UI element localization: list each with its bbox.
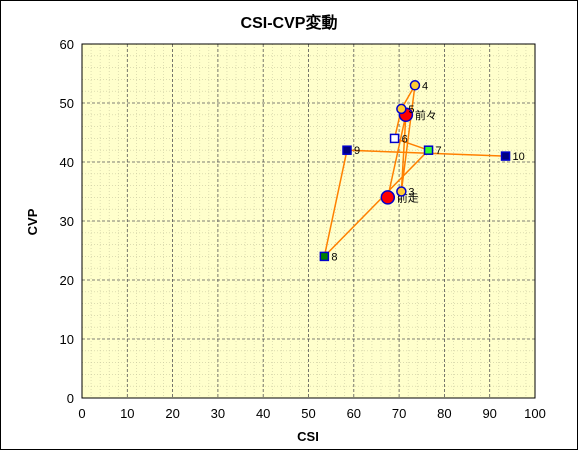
series-line — [323, 84, 506, 259]
point-marker — [396, 186, 407, 197]
point-label: 3 — [408, 187, 414, 199]
y-tick-label: 50 — [60, 96, 74, 111]
y-tick-label: 60 — [60, 37, 74, 52]
point-label: 4 — [422, 80, 428, 92]
point-marker — [389, 133, 400, 144]
x-tick-label: 50 — [301, 406, 315, 421]
y-tick-label: 30 — [60, 214, 74, 229]
y-tick-label: 0 — [67, 391, 74, 406]
x-axis-title: CSI — [297, 429, 319, 444]
point-marker — [396, 103, 407, 115]
y-tick-label: 20 — [60, 273, 74, 288]
point-label: 7 — [436, 145, 442, 157]
x-tick-label: 10 — [120, 406, 134, 421]
x-tick-label: 0 — [78, 406, 85, 421]
x-tick-label: 30 — [211, 406, 225, 421]
point-marker — [500, 151, 511, 161]
point-label: 前々 — [415, 108, 437, 122]
x-tick-label: 20 — [165, 406, 179, 421]
y-tick-label: 40 — [60, 155, 74, 170]
point-label: 5 — [408, 104, 414, 116]
chart-title: CSI-CVP変動 — [241, 13, 338, 32]
point-marker — [342, 145, 352, 155]
x-tick-label: 40 — [256, 406, 270, 421]
x-tick-label: 70 — [392, 406, 406, 421]
x-tick-label: 60 — [347, 406, 361, 421]
point-label: 8 — [331, 251, 337, 263]
point-marker — [409, 80, 421, 91]
y-axis-title: CVP — [25, 208, 40, 235]
y-tick-label: 10 — [60, 332, 74, 347]
point-marker — [319, 251, 330, 262]
point-label: 6 — [402, 133, 408, 145]
plot-border — [81, 43, 536, 399]
point-marker — [423, 145, 434, 155]
x-tick-label: 100 — [524, 406, 546, 421]
point-label: 9 — [354, 145, 360, 157]
point-label: 10 — [513, 151, 525, 163]
x-tick-label: 90 — [482, 406, 496, 421]
point-marker — [380, 190, 396, 205]
x-tick-label: 80 — [437, 406, 451, 421]
plot-area: 0 10 20 30 40 50 60 70 80 90 1000102030405060前走前々3… — [60, 37, 546, 421]
